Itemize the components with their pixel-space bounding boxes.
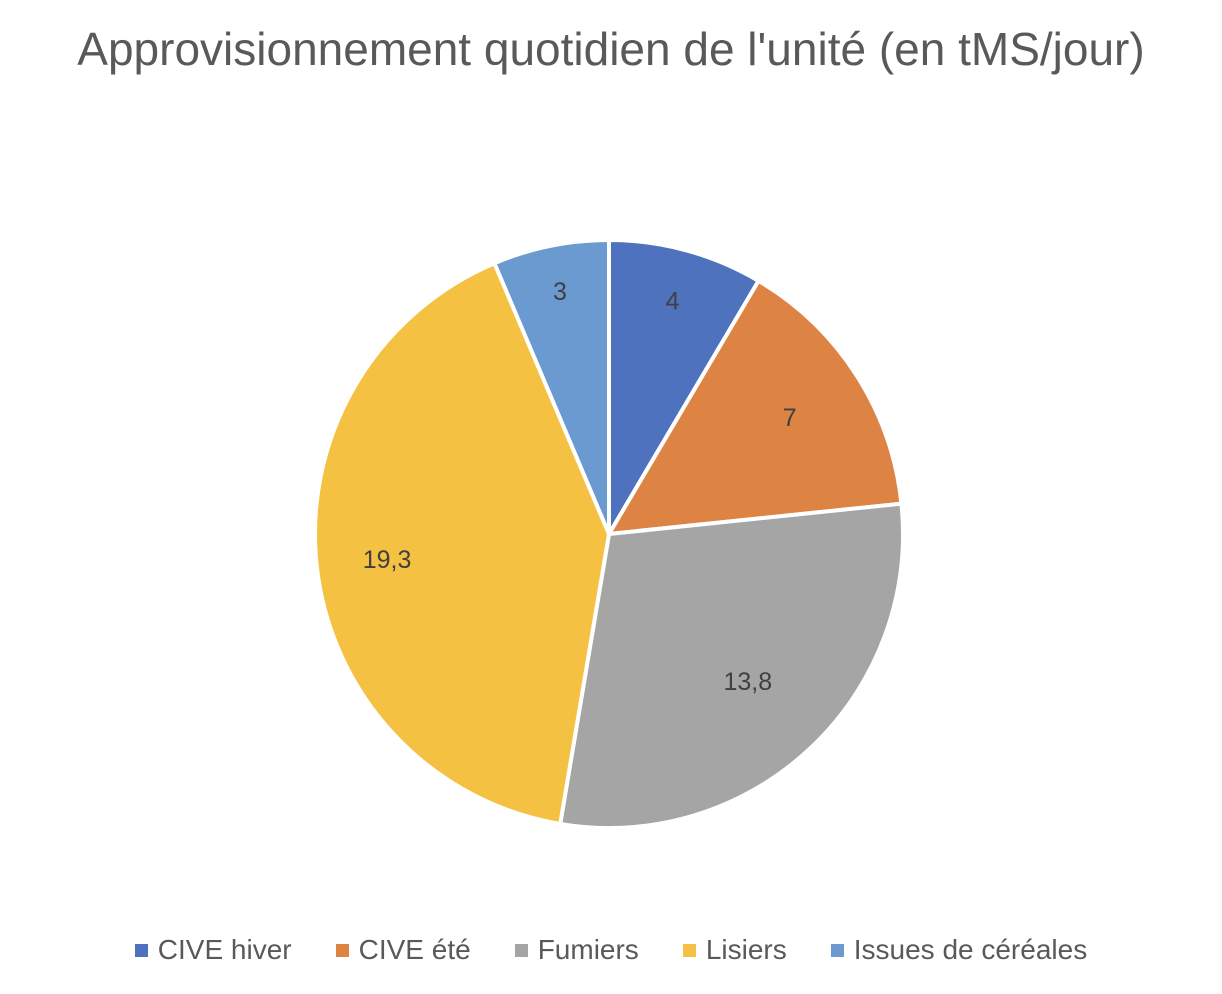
legend-swatch xyxy=(335,943,349,957)
legend-item: CIVE été xyxy=(335,934,471,966)
pie-slice-4 xyxy=(313,261,611,826)
legend-swatch xyxy=(830,943,844,957)
pie-slice-2 xyxy=(607,278,904,536)
legend-swatch xyxy=(134,943,148,957)
legend-label: Issues de céréales xyxy=(853,934,1088,965)
legend-item: Issues de céréales xyxy=(830,934,1088,966)
pie-data-label: 13,8 xyxy=(723,668,772,696)
legend-item: Lisiers xyxy=(682,934,787,966)
pie-labels: 4 7 13,8 19,3 3 xyxy=(363,278,797,696)
legend-swatch xyxy=(682,943,696,957)
legend-label: Lisiers xyxy=(705,934,787,965)
legend-swatch xyxy=(514,943,528,957)
legend-label: CIVE été xyxy=(358,934,471,965)
pie-data-label: 4 xyxy=(666,287,680,315)
pie-data-label: 19,3 xyxy=(363,546,412,574)
pie-slice-1 xyxy=(607,238,761,536)
pie-slices xyxy=(313,238,905,830)
pie-slice-5 xyxy=(492,238,611,536)
pie-slice-3 xyxy=(558,501,905,830)
pie-data-label: 3 xyxy=(553,278,567,306)
legend: CIVE hiver CIVE été Fumiers Lisiers Issues d… xyxy=(0,928,1222,972)
legend-item: CIVE hiver xyxy=(134,934,292,966)
pie-data-label: 7 xyxy=(783,404,797,432)
legend-label: CIVE hiver xyxy=(157,934,292,965)
legend-item: Fumiers xyxy=(514,934,639,966)
legend-label: Fumiers xyxy=(537,934,639,965)
chart-title: Approvisionnement quotidien de l'unité (… xyxy=(77,23,1145,75)
